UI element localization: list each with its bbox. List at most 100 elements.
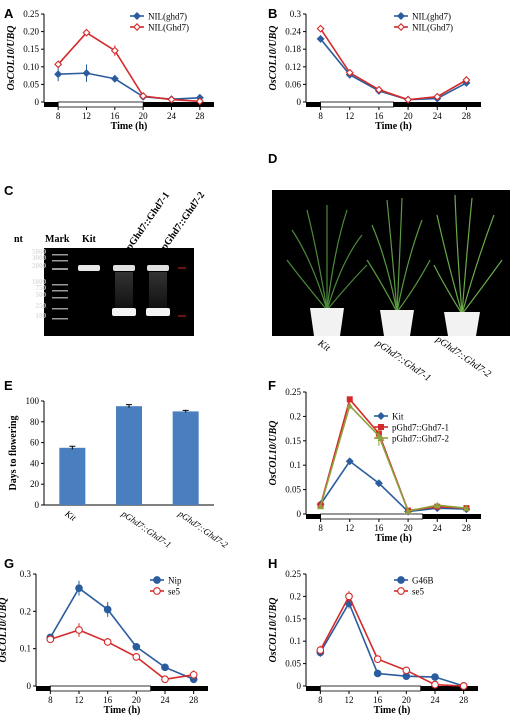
gel-marker-size-750: 750 (35, 284, 47, 292)
data-point (103, 638, 112, 646)
legend-label: Kit (392, 412, 404, 422)
data-point (433, 501, 441, 509)
legend-marker (133, 12, 141, 20)
chart-h: 0 0.05 0.1 0.15 0.2 0.25 8 12 16 20 24 28 Time (h) Os… (268, 569, 478, 716)
legend-label: Nip (168, 576, 182, 586)
x-tick-label: 24 (431, 695, 441, 705)
series-line (319, 38, 467, 101)
legend: NIL(ghd7)NIL(Ghd7) (130, 12, 189, 33)
y-tick-label: 0 (297, 509, 302, 519)
legend-marker (397, 587, 405, 595)
y-tick-label: 0.25 (285, 387, 301, 397)
x-tick-label: 8 (48, 695, 53, 705)
data-point (431, 673, 439, 681)
gel-marker-size-250: 250 (35, 302, 47, 310)
y-tick-label: 0 (27, 681, 32, 691)
dark-period-bar (36, 686, 51, 691)
data-point (402, 666, 411, 675)
data-point (167, 95, 176, 104)
y-tick-label: 60 (30, 438, 40, 448)
x-tick-label: 12 (345, 523, 354, 533)
light-period-bar (49, 685, 152, 692)
y-tick-label: 0.24 (285, 27, 301, 37)
data-point (82, 69, 91, 78)
legend-marker (378, 424, 384, 430)
gel-marker-size-3000: 3000 (32, 254, 46, 262)
gel-marker-size-100: 100 (35, 312, 47, 320)
data-point (132, 642, 141, 651)
y-axis-label: Days to flowering (8, 416, 19, 491)
gel-marker-size-500: 500 (35, 291, 47, 299)
series-line (319, 404, 467, 512)
y-tick-label: 20 (30, 479, 40, 489)
x-tick-label: 8 (318, 111, 323, 121)
x-tick-label: 28 (459, 695, 469, 705)
chart-a: 0 0.05 0.10 0.15 0.20 0.25 8 12 16 20 24 28 Time (h)… (6, 9, 214, 132)
legend-label: NIL(ghd7) (412, 12, 451, 22)
data-point (462, 76, 471, 84)
x-axis-label: Time (h) (375, 533, 412, 544)
series-1 (316, 591, 468, 690)
chart-b: 0 0.06 0.12 0.18 0.24 0.3 8 12 16 20 24 28 Time (h) O… (268, 9, 481, 132)
series-1 (46, 623, 198, 684)
dark-period-bar (420, 686, 478, 691)
y-tick-label: 0 (297, 97, 302, 107)
data-point (462, 504, 470, 512)
panel-letter-h: H (268, 556, 278, 571)
y-tick-label: 0.3 (290, 9, 302, 19)
x-tick-label: 20 (402, 695, 412, 705)
legend: NIL(ghd7)NIL(Ghd7) (394, 12, 453, 33)
data-point (103, 605, 112, 614)
y-axis-label: OsCOL10/UBQ (6, 25, 17, 90)
series-0 (316, 34, 471, 104)
series-line (50, 629, 194, 681)
gel-nt-label: nt (14, 234, 23, 245)
y-axis-label: OsCOL10/UBQ (0, 597, 9, 662)
series-1 (316, 24, 471, 104)
plant-illustration (286, 194, 503, 336)
panel-letter-e: E (4, 378, 13, 393)
y-tick-label: 0.2 (290, 591, 301, 601)
legend-marker (133, 23, 141, 31)
x-tick-label: 12 (345, 111, 354, 121)
chart-f: 0 0.05 0.1 0.15 0.2 0.25 8 12 16 20 24 28 Time (h) Os… (268, 387, 481, 544)
dark-period-bar (44, 102, 59, 107)
dark-period-bar (306, 102, 321, 107)
x-tick-label: 28 (195, 111, 205, 121)
data-point (75, 626, 83, 634)
y-axis-label: OsCOL10/UBQ (268, 420, 279, 485)
y-tick-label: 0.1 (20, 644, 31, 654)
legend-marker (153, 576, 161, 584)
series-0 (54, 64, 204, 104)
x-tick-label: 16 (374, 523, 384, 533)
y-tick-label: 0.10 (23, 62, 39, 72)
data-point (82, 28, 91, 37)
series-line (58, 72, 200, 100)
y-tick-label: 100 (26, 396, 40, 406)
x-tick-label: 12 (345, 695, 354, 705)
category-label: Kit (62, 508, 78, 523)
plant-kit (286, 205, 368, 311)
y-tick-label: 0.3 (20, 569, 32, 579)
y-tick-label: 0.15 (23, 44, 39, 54)
series-line (319, 594, 464, 687)
photo-label-ghd7-2: pGhd7::Ghd7-2 (433, 334, 493, 380)
gel-marker-size-1000: 1000 (32, 278, 46, 286)
series-line (319, 28, 467, 101)
x-axis-label: Time (h) (374, 705, 411, 716)
panel-letter-c: C (4, 183, 14, 198)
data-point (316, 24, 325, 33)
data-point (433, 92, 442, 101)
x-tick-label: 20 (404, 523, 414, 533)
x-axis-label: Time (h) (104, 705, 141, 716)
y-tick-label: 0.06 (285, 79, 301, 89)
y-tick-label: 0 (297, 681, 302, 691)
x-tick-label: 16 (103, 695, 113, 705)
x-tick-label: 28 (462, 523, 472, 533)
data-point (110, 46, 119, 55)
gel-lane-label-kit: Kit (82, 234, 96, 245)
panel-letter-d: D (268, 151, 278, 166)
x-tick-label: 24 (161, 695, 171, 705)
